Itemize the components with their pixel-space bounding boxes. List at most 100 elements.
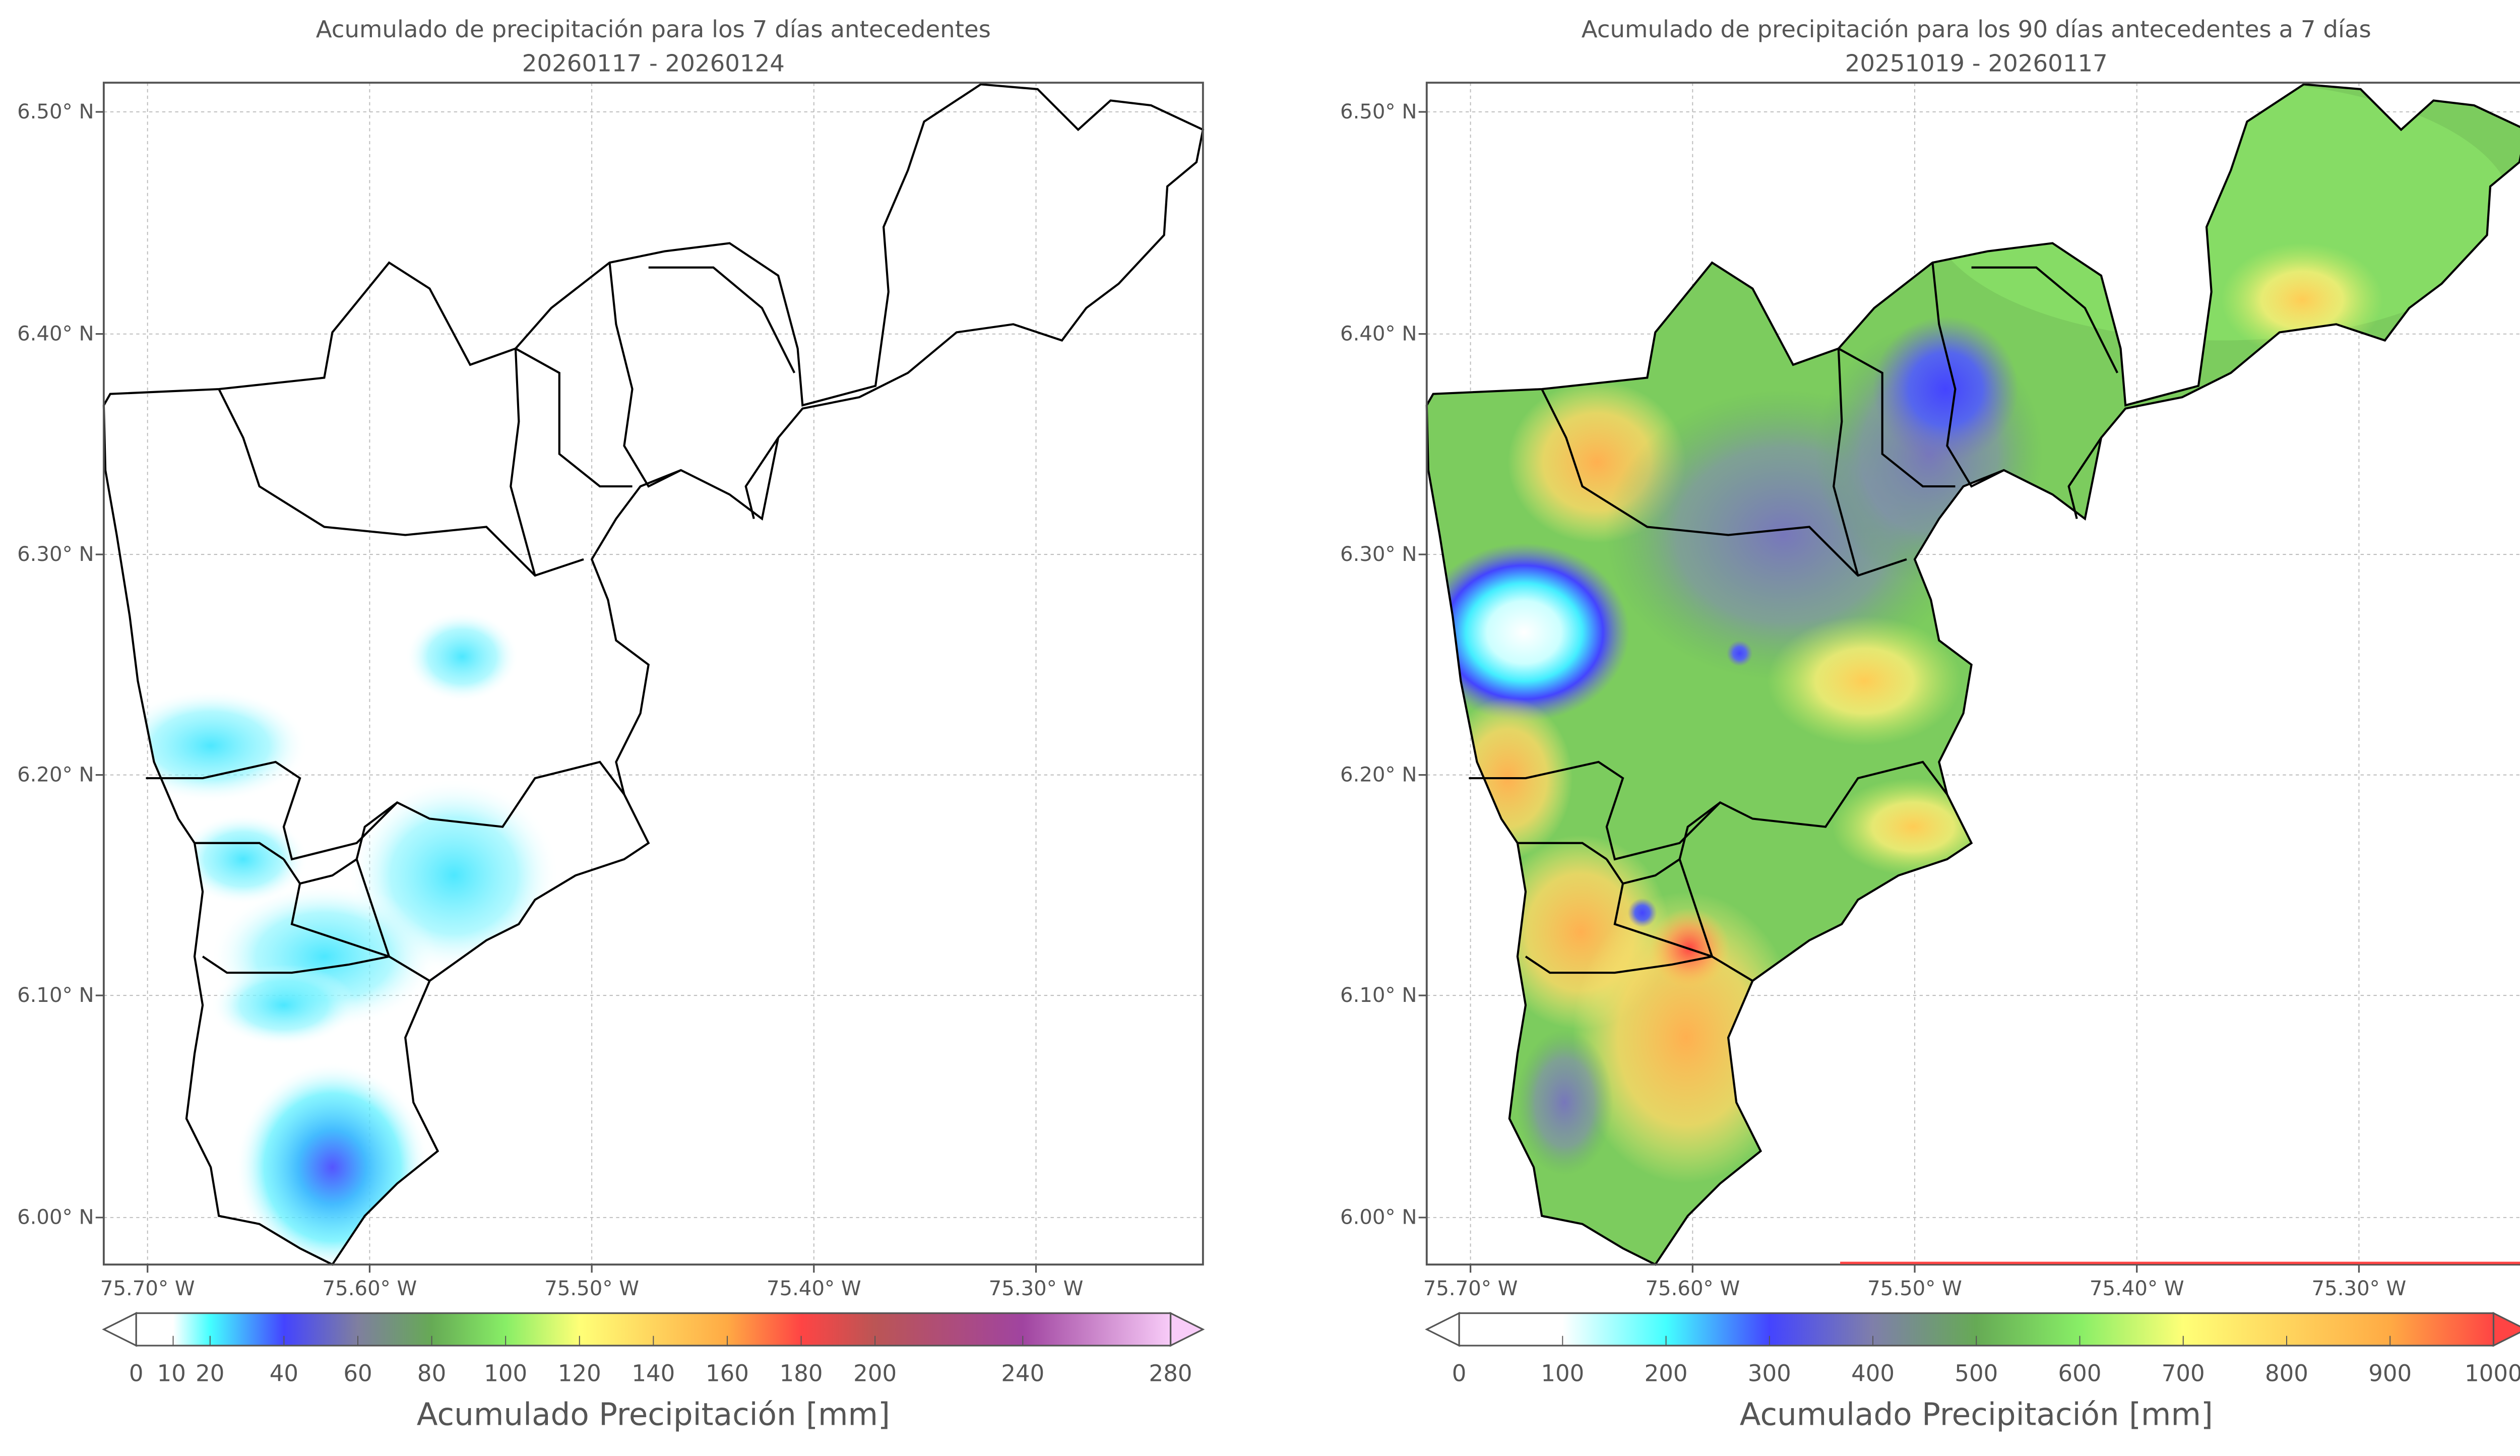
municipal-boundary <box>202 955 430 982</box>
right-map-title: Acumulado de precipitación para los 90 d… <box>1582 16 2371 43</box>
y-tick-label: 6.40° N <box>1340 323 1417 346</box>
right-map-ticks: 75.70° W 75.60° W 75.50° W 75.40° W 75.30° W… <box>1340 100 2406 1300</box>
colorbar-tick-label: 160 <box>706 1360 749 1387</box>
colorbar-tick-label: 80 <box>417 1360 446 1387</box>
colorbar-tick-label: 400 <box>1851 1360 1895 1387</box>
x-tick-label: 75.50° W <box>1867 1277 1962 1300</box>
left-municipal-boundaries <box>102 83 1205 1266</box>
y-tick-label: 6.50° N <box>1340 100 1417 123</box>
municipal-boundary <box>1971 266 2119 373</box>
municipal-boundary <box>648 266 796 373</box>
right-map-subtitle: 20251019 - 20260117 <box>1845 50 2108 77</box>
municipal-boundary <box>1931 262 2004 488</box>
colorbar-tick-label: 240 <box>1001 1360 1044 1387</box>
colorbar-tick-label: 600 <box>2058 1360 2102 1387</box>
x-tick-label: 75.40° W <box>2090 1277 2184 1300</box>
municipal-boundary <box>1833 348 1859 576</box>
department-outline <box>102 83 1205 1266</box>
x-tick-label: 75.40° W <box>767 1277 861 1300</box>
municipal-boundary <box>355 859 391 957</box>
municipal-boundary <box>1613 883 1713 958</box>
colorbar-extend-low <box>102 1312 137 1347</box>
colorbar-tick-label: 40 <box>270 1360 298 1387</box>
municipal-boundary <box>1469 761 1948 861</box>
municipal-boundary <box>744 437 779 519</box>
x-tick-label: 75.70° W <box>100 1277 195 1300</box>
y-tick-label: 6.30° N <box>1340 543 1417 566</box>
left-map-frame <box>102 82 1204 1266</box>
right-colorbar: 0 100 200 300 400 500 600 700 800 900 1000 <box>1425 1312 2520 1387</box>
x-tick-label: 75.60° W <box>323 1277 417 1300</box>
colorbar-tick-label: 140 <box>632 1360 675 1387</box>
colorbar-tick-label: 0 <box>1452 1360 1467 1387</box>
y-tick-label: 6.10° N <box>1340 984 1417 1007</box>
right-map: 75.70° W 75.60° W 75.50° W 75.40° W 75.30° W… <box>1340 82 2520 1300</box>
colorbar-tick-label: 700 <box>2162 1360 2205 1387</box>
colorbar-extend-high <box>1169 1312 1205 1347</box>
precip-min-blob <box>1426 543 1629 722</box>
colorbar-tick-label: 1000 <box>2465 1360 2520 1387</box>
y-tick-label: 6.50° N <box>17 100 94 123</box>
colorbar-tick-label: 60 <box>343 1360 372 1387</box>
precip-blob <box>113 689 308 803</box>
precip-blob <box>1767 616 1962 746</box>
x-tick-label: 75.50° W <box>544 1277 639 1300</box>
municipal-boundary <box>608 262 681 488</box>
colorbar-tick-label: 0 <box>129 1360 144 1387</box>
municipal-boundary <box>1606 858 1680 885</box>
y-tick-label: 6.20° N <box>1340 763 1417 786</box>
colorbar-tick-label: 300 <box>1748 1360 1791 1387</box>
colorbar-tick-label: 200 <box>853 1360 897 1387</box>
municipal-boundary <box>515 347 633 488</box>
colorbar-tick-label: 900 <box>2368 1360 2412 1387</box>
left-colorbar-label: Acumulado Precipitación [mm] <box>417 1397 890 1433</box>
x-tick-label: 75.30° W <box>989 1277 1084 1300</box>
colorbar-tick-label: 10 <box>157 1360 186 1387</box>
y-tick-label: 6.20° N <box>17 763 94 786</box>
municipal-boundary <box>1838 347 1956 488</box>
y-tick-label: 6.40° N <box>17 323 94 346</box>
colorbar-tick-label: 180 <box>780 1360 823 1387</box>
precip-blob <box>1872 316 2019 462</box>
colorbar-tick-label: 200 <box>1645 1360 1688 1387</box>
precip-blob <box>1726 640 1753 667</box>
y-tick-label: 6.30° N <box>17 543 94 566</box>
colorbar-tick-label: 100 <box>484 1360 527 1387</box>
right-municipal-boundaries <box>1425 83 2520 1266</box>
colorbar-tick-label: 500 <box>1955 1360 1998 1387</box>
left-precip-field <box>113 611 559 1265</box>
colorbar-extend-low <box>1425 1312 1460 1347</box>
colorbar-tick-label: 280 <box>1149 1360 1192 1387</box>
municipal-boundary <box>2067 437 2102 519</box>
left-map-title: Acumulado de precipitación para los 7 dí… <box>316 16 991 43</box>
municipal-boundary <box>218 389 584 577</box>
colorbar-tick-label: 20 <box>196 1360 224 1387</box>
precip-blob <box>178 813 308 905</box>
precip-blob <box>1627 898 1657 928</box>
colorbar-tick-label: 120 <box>558 1360 601 1387</box>
municipal-boundary <box>1541 389 1907 577</box>
municipal-boundary <box>510 348 536 576</box>
left-colorbar: 0 10 20 40 60 80 100 120 140 160 180 200 240 280 <box>102 1312 1205 1387</box>
municipal-boundary <box>290 883 390 958</box>
municipal-boundary <box>1517 842 1608 860</box>
municipal-boundary <box>195 842 285 860</box>
x-tick-label: 75.30° W <box>2312 1277 2407 1300</box>
department-outline <box>1425 83 2520 1266</box>
y-tick-label: 6.00° N <box>1340 1206 1417 1229</box>
precip-blob <box>405 611 519 702</box>
colorbar-tick-label: 800 <box>2265 1360 2308 1387</box>
municipal-boundary <box>1678 801 1721 860</box>
municipal-boundary <box>146 761 625 861</box>
left-map-subtitle: 20260117 - 20260124 <box>522 50 785 77</box>
municipal-boundary <box>355 801 398 860</box>
municipal-boundary <box>1678 859 1713 957</box>
right-colorbar-label: Acumulado Precipitación [mm] <box>1740 1397 2213 1433</box>
x-tick-label: 75.70° W <box>1423 1277 1518 1300</box>
y-tick-label: 6.00° N <box>17 1206 94 1229</box>
municipal-boundary <box>283 858 357 885</box>
municipal-boundary <box>1525 955 1753 982</box>
precip-blob <box>211 964 357 1046</box>
